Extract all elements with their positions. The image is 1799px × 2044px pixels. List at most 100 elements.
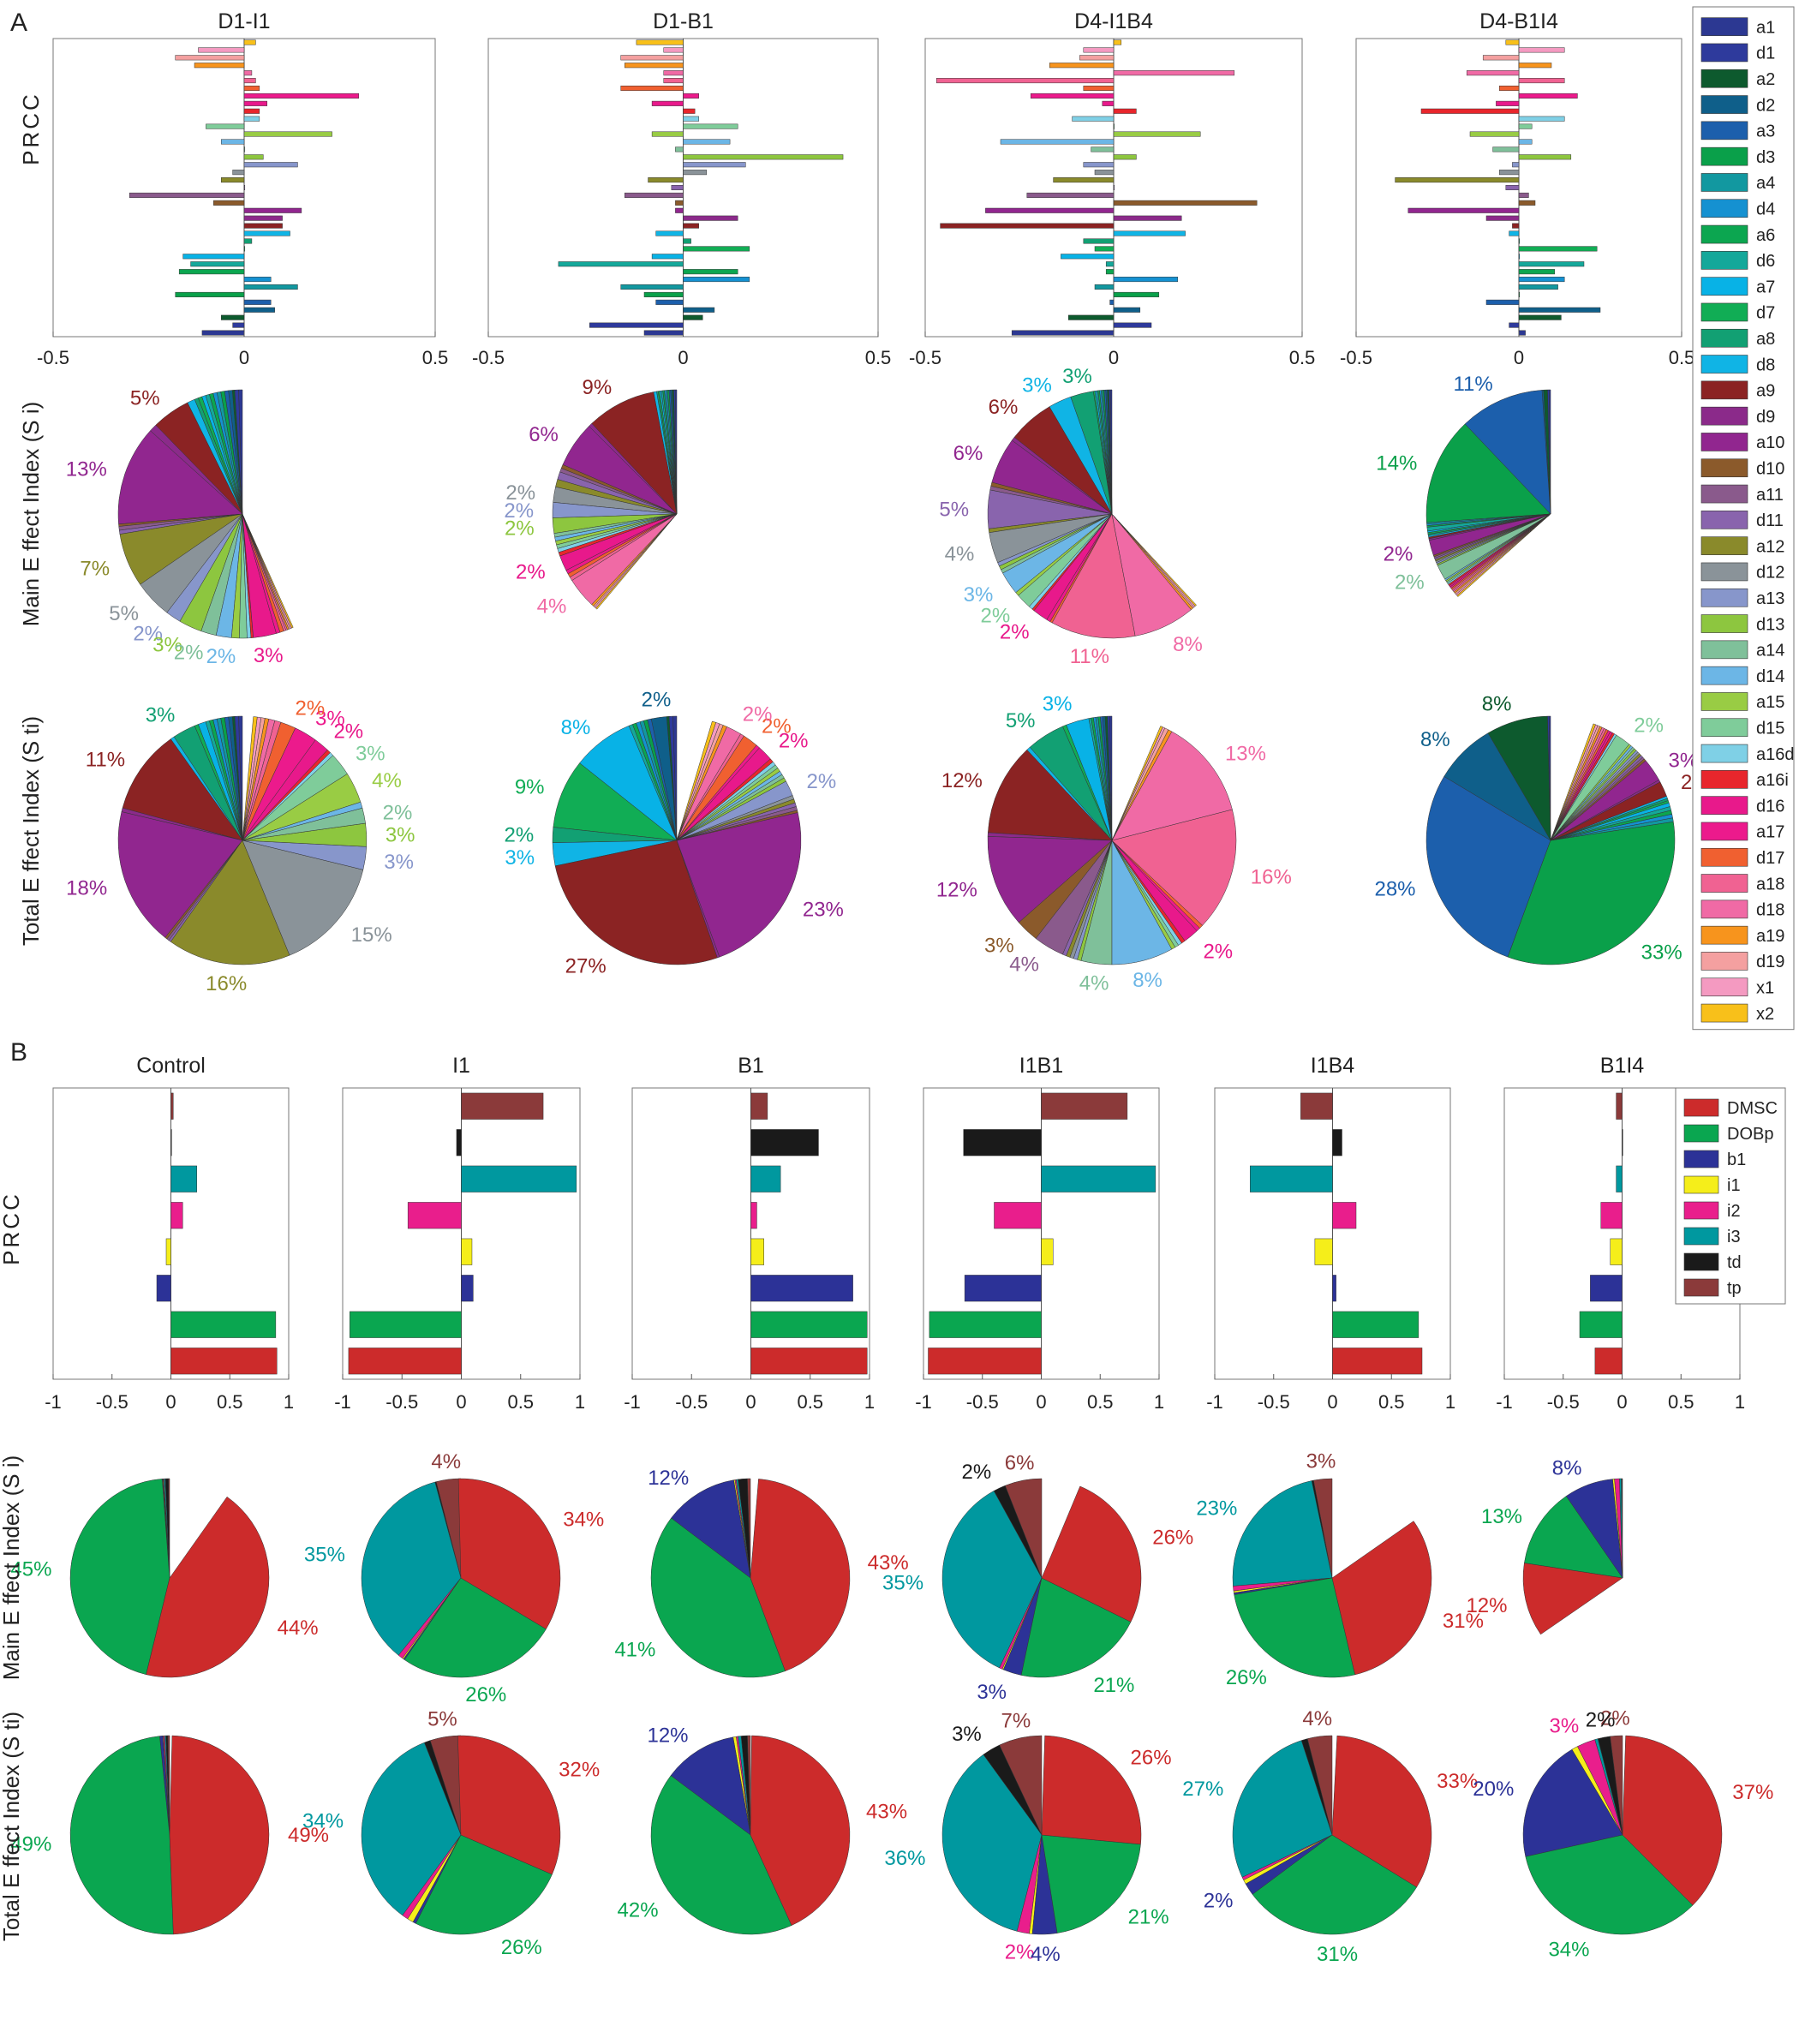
pie-label-d18: 2% bbox=[743, 703, 773, 726]
legend-b-label-i2: i2 bbox=[1727, 1202, 1741, 1221]
pie-label-tp: 5% bbox=[427, 1708, 457, 1731]
pie-label-a12: 7% bbox=[80, 557, 110, 580]
legend-a-label-a6: a6 bbox=[1756, 226, 1775, 245]
legend-a-label-d4: d4 bbox=[1756, 200, 1775, 218]
legend-b-label-i1: i1 bbox=[1727, 1176, 1741, 1195]
bar-d12 bbox=[683, 170, 708, 176]
bar-d12 bbox=[1498, 170, 1520, 176]
x-tick-label: 0 bbox=[745, 1391, 756, 1413]
bar-a7 bbox=[1518, 254, 1521, 260]
bar-a14 bbox=[675, 146, 684, 152]
legend-a-swatch-x1 bbox=[1700, 977, 1748, 997]
bar-a9 bbox=[1512, 223, 1520, 229]
bar-d13 bbox=[1113, 154, 1137, 160]
bar-x1 bbox=[198, 47, 245, 53]
bar-a16d bbox=[683, 116, 699, 122]
legend-a-swatch-d16 bbox=[1700, 796, 1748, 815]
bar-chart-title-A-2: D4-I1B4 bbox=[1074, 9, 1153, 33]
pie-slice-DMSC bbox=[1331, 1735, 1432, 1888]
bar-tp bbox=[750, 1092, 768, 1120]
x-tick-label: 0.5 bbox=[797, 1391, 823, 1413]
bar-b1 bbox=[461, 1275, 474, 1302]
bar-a3 bbox=[655, 299, 684, 305]
bar-d1 bbox=[232, 322, 245, 328]
bar-a15 bbox=[1469, 131, 1520, 137]
bar-a14 bbox=[1492, 146, 1520, 152]
bar-chart-title-A-1: D1-B1 bbox=[653, 9, 714, 33]
bar-a2 bbox=[1518, 314, 1562, 320]
pie-slice-d18 bbox=[1111, 731, 1233, 841]
pie-label-i3: 36% bbox=[884, 1847, 925, 1870]
bar-d13 bbox=[683, 154, 844, 160]
bar-chart-title-B-2: B1 bbox=[738, 1054, 764, 1078]
pie-label-d16: 2% bbox=[333, 720, 363, 743]
pie-label-a13: 3% bbox=[384, 851, 414, 874]
pie-label-d13: 3% bbox=[152, 634, 182, 657]
legend-b-swatch-tp bbox=[1683, 1278, 1719, 1297]
bar-a8 bbox=[1518, 238, 1521, 244]
bar-x1 bbox=[663, 47, 684, 53]
bar-d10 bbox=[675, 200, 684, 206]
legend-a-swatch-d7 bbox=[1700, 302, 1748, 322]
pie-label-tp: 4% bbox=[1302, 1707, 1332, 1730]
bar-d9 bbox=[1113, 215, 1182, 221]
pie-label-b1: 12% bbox=[648, 1467, 689, 1490]
pie-label-d3: 14% bbox=[1376, 452, 1417, 475]
bar-d4 bbox=[1518, 277, 1565, 283]
pie-slice-DMSC bbox=[146, 1496, 270, 1678]
pie-label-b1: 8% bbox=[1552, 1456, 1582, 1479]
pie-label-d2: 8% bbox=[1420, 728, 1450, 751]
bar-a15 bbox=[243, 131, 332, 137]
bar-d2 bbox=[1113, 307, 1141, 313]
pie-slice-DOBp bbox=[1041, 1834, 1141, 1933]
pie-label-a3: 11% bbox=[1453, 373, 1492, 396]
bar-d19 bbox=[620, 55, 684, 61]
legend-b-label-DMSC: DMSC bbox=[1727, 1099, 1778, 1118]
pie-label-DOBp: 26% bbox=[501, 1936, 542, 1959]
bar-a18 bbox=[663, 78, 684, 84]
pie-label-d15: 3% bbox=[356, 743, 386, 766]
pie-label-a9: 27% bbox=[565, 954, 607, 977]
legend-a-label-d9: d9 bbox=[1756, 408, 1775, 427]
pie-label-i3: 23% bbox=[1196, 1497, 1237, 1520]
bar-b1 bbox=[1332, 1275, 1336, 1302]
legend-a-label-d7: d7 bbox=[1756, 304, 1775, 323]
x-tick-label: -1 bbox=[45, 1391, 62, 1413]
legend-b-label-tp: tp bbox=[1727, 1279, 1742, 1298]
pie-slice-DMSC bbox=[1522, 1563, 1623, 1635]
bar-d18 bbox=[663, 70, 684, 76]
bar-d8 bbox=[1113, 230, 1186, 236]
pie-slice-a18 bbox=[1111, 809, 1237, 926]
pie-slice-a9 bbox=[591, 391, 678, 515]
pie-label-i3: 35% bbox=[304, 1544, 345, 1567]
legend-a-swatch-d4 bbox=[1700, 199, 1748, 218]
pie-label-a8: 3% bbox=[146, 704, 176, 727]
bar-a2 bbox=[1067, 314, 1115, 320]
legend-a-label-a18: a18 bbox=[1756, 875, 1784, 894]
x-tick-label: 0 bbox=[1327, 1391, 1337, 1413]
pie-label-i2: 3% bbox=[1550, 1715, 1580, 1738]
x-tick-label: 0.5 bbox=[1087, 1391, 1114, 1413]
pie-slice-DMSC bbox=[457, 1735, 561, 1875]
pie-slice-DOBp bbox=[403, 1577, 547, 1678]
bar-a16d bbox=[243, 116, 260, 122]
x-tick-label: -1 bbox=[1496, 1391, 1513, 1413]
bar-a9 bbox=[243, 223, 283, 229]
bar-i1 bbox=[165, 1238, 171, 1265]
pie-label-DMSC: 44% bbox=[278, 1617, 319, 1640]
pie-label-d14: 2% bbox=[206, 645, 236, 668]
pie-label-a13: 2% bbox=[504, 499, 534, 523]
pie-slice-i3 bbox=[1232, 1740, 1333, 1878]
bar-tp bbox=[1300, 1092, 1333, 1120]
legend-a-swatch-d18 bbox=[1700, 899, 1748, 919]
bar-a16i bbox=[243, 108, 260, 114]
pie-slice-d3 bbox=[1425, 423, 1551, 523]
legend-a-label-d11: d11 bbox=[1756, 511, 1784, 530]
bar-chart-title-B-0: Control bbox=[136, 1054, 206, 1078]
legend-a-label-a16d: a16d bbox=[1756, 745, 1795, 764]
legend-a-label-a2: a2 bbox=[1756, 70, 1775, 89]
x-tick-label: -0.5 bbox=[909, 347, 941, 368]
bar-d12 bbox=[1094, 170, 1115, 176]
pie-label-a12: 16% bbox=[206, 972, 247, 995]
pie-slice-x2 bbox=[1111, 726, 1163, 841]
